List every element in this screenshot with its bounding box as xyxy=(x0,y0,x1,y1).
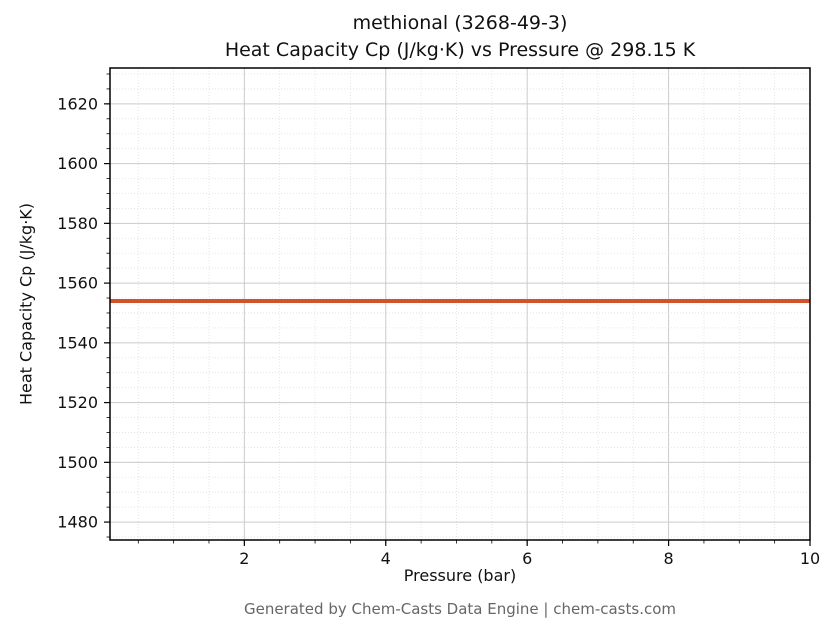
chart-title: methional (3268-49-3) Heat Capacity Cp (… xyxy=(110,10,810,64)
y-tick-label: 1520 xyxy=(57,393,98,412)
y-tick-label: 1480 xyxy=(57,513,98,532)
chart-title-line1: methional (3268-49-3) xyxy=(352,12,568,34)
y-axis-label: Heat Capacity Cp (J/kg·K) xyxy=(16,202,36,406)
axes-frame xyxy=(109,67,811,541)
x-tick-label: 10 xyxy=(800,549,820,568)
major-gridlines xyxy=(110,68,811,540)
chart-title-line2: Heat Capacity Cp (J/kg·K) vs Pressure @ … xyxy=(224,39,696,61)
x-tick-label: 4 xyxy=(381,549,391,568)
y-tick-label: 1500 xyxy=(57,453,98,472)
y-tick-label: 1560 xyxy=(57,274,98,293)
y-tick-label: 1580 xyxy=(57,214,98,233)
y-tick-label: 1620 xyxy=(57,94,98,113)
axis-ticks xyxy=(104,73,811,546)
x-tick-label: 8 xyxy=(663,549,673,568)
x-tick-label: 6 xyxy=(522,549,532,568)
y-tick-label: 1600 xyxy=(57,154,98,173)
minor-gridlines xyxy=(110,68,811,540)
x-tick-label: 2 xyxy=(239,549,249,568)
tick-labels: 2 4 6 8 10 1480 1500 1520 1540 1560 1580 1600 1620 xyxy=(57,94,820,568)
footer-caption: Generated by Chem-Casts Data Engine | ch… xyxy=(243,600,677,618)
y-tick-label: 1540 xyxy=(57,333,98,352)
x-axis-label: Pressure (bar) xyxy=(403,566,517,585)
